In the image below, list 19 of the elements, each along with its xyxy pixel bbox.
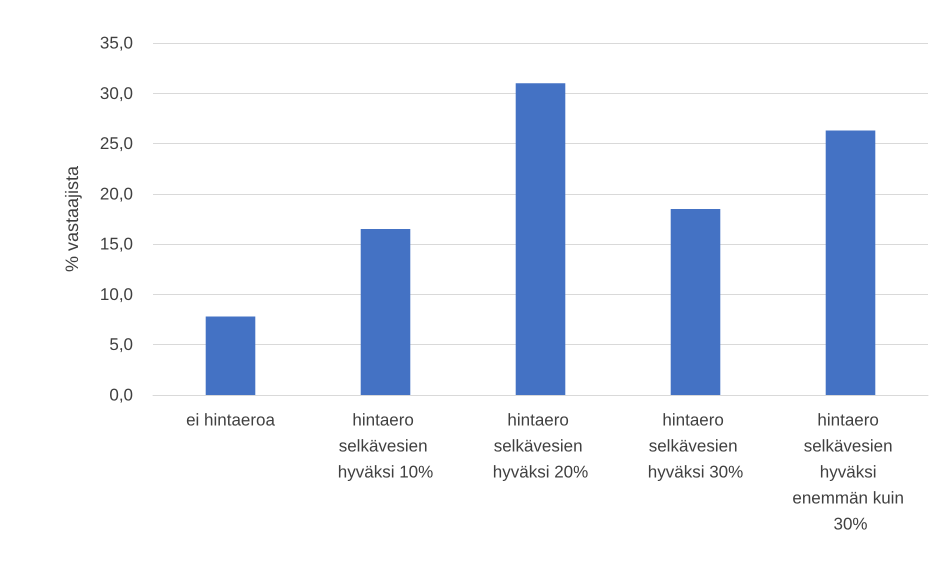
- y-tick-label: 0,0: [109, 386, 133, 404]
- bar: [670, 208, 720, 395]
- y-tick-label: 15,0: [100, 234, 133, 254]
- x-tick-label: hintaero selkävesien hyväksi 10%: [338, 410, 434, 482]
- bar: [360, 229, 410, 395]
- y-axis-title: % vastaajista: [62, 164, 82, 272]
- x-tick-label: ei hintaeroa: [186, 410, 276, 430]
- x-tick-label: hintaero selkävesien hyväksi 30%: [648, 410, 744, 482]
- y-tick-label: 35,0: [100, 34, 133, 52]
- y-tick-label: 25,0: [100, 134, 133, 154]
- bar: [516, 83, 566, 395]
- y-tick-label: 10,0: [100, 284, 133, 304]
- x-tick-label: hintaero selkävesien hyväksi enemmän kuin 30%: [792, 410, 909, 534]
- y-tick-label: 5,0: [109, 335, 133, 354]
- bar: [206, 316, 256, 395]
- x-tick-label: hintaero selkävesien hyväksi 20%: [492, 410, 588, 482]
- y-tick-label: 20,0: [100, 184, 133, 204]
- y-tick-label: 30,0: [100, 84, 133, 103]
- bar: [826, 130, 876, 395]
